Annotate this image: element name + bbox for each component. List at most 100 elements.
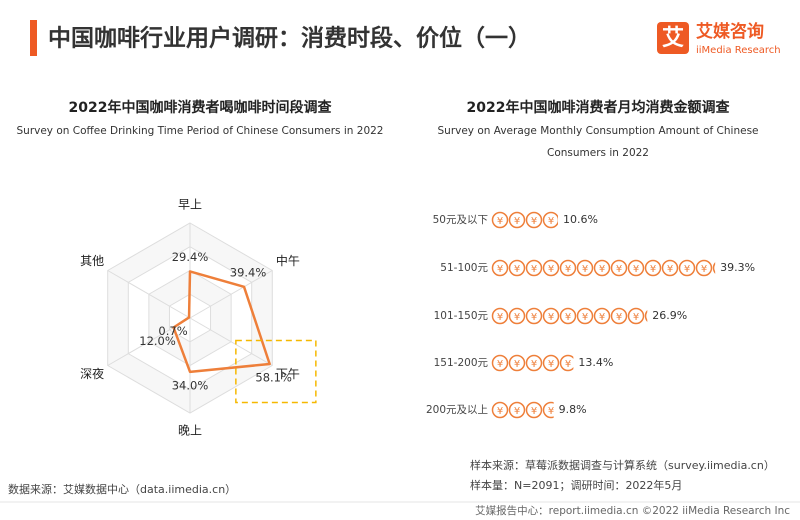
value-label: 58.1% bbox=[255, 370, 292, 384]
icon-circle bbox=[525, 401, 543, 419]
icon-circle bbox=[542, 307, 560, 325]
category-label: 51-100元 bbox=[440, 262, 488, 274]
icon-symbol: ¥ bbox=[497, 264, 503, 275]
sample-source: 样本来源：草莓派数据调查与计算系统（survey.iimedia.cn） bbox=[470, 458, 775, 472]
icon-symbol: ¥ bbox=[599, 264, 605, 275]
icon-circle bbox=[593, 259, 611, 277]
icon-symbol: ¥ bbox=[650, 264, 656, 275]
icon-symbol: ¥ bbox=[531, 359, 537, 370]
spoke bbox=[189, 270, 273, 319]
icon-symbol: ¥ bbox=[514, 359, 520, 370]
icon-circle bbox=[508, 259, 526, 277]
logo-box bbox=[657, 22, 689, 54]
axis-label: 早上 bbox=[178, 198, 202, 212]
value-label: 12.0% bbox=[139, 334, 176, 348]
pictorial-bar: ¥¥¥¥¥¥¥¥¥¥ bbox=[491, 307, 648, 325]
chart-title: 2022年中国咖啡消费者喝咖啡时间段调查 bbox=[69, 99, 333, 116]
category-label: 200元及以上 bbox=[426, 404, 488, 416]
icon-symbol: ¥ bbox=[497, 216, 503, 227]
radar-line bbox=[172, 270, 271, 374]
axis-label: 晚上 bbox=[178, 424, 202, 438]
icon-symbol: ¥ bbox=[565, 359, 571, 370]
value-label: 13.4% bbox=[578, 356, 613, 369]
data-source: 数据来源：艾媒数据中心（data.iimedia.cn） bbox=[8, 482, 236, 496]
spoke bbox=[107, 270, 191, 319]
icon-symbol: ¥ bbox=[548, 264, 554, 275]
icon-circle bbox=[542, 354, 560, 372]
page-title: 中国咖啡行业用户调研：消费时段、价位（一） bbox=[48, 25, 531, 52]
icon-symbol: ¥ bbox=[514, 312, 520, 323]
icon-symbol: ¥ bbox=[531, 406, 537, 417]
category-label: 151-200元 bbox=[434, 357, 489, 369]
icon-circle bbox=[695, 259, 713, 277]
icon-circle bbox=[712, 262, 716, 274]
icon-symbol: ¥ bbox=[548, 406, 554, 417]
icon-circle bbox=[508, 401, 526, 419]
pictorial-bar: ¥ ¥ ¥ ¥ bbox=[491, 401, 554, 419]
value-label: 9.8% bbox=[559, 403, 587, 416]
value-label: 39.4% bbox=[230, 265, 267, 279]
pictorial-bar: ¥ ¥ ¥ ¥ bbox=[491, 211, 559, 229]
axis-label: 下午 bbox=[276, 367, 300, 381]
icon-circle bbox=[644, 310, 648, 322]
icon-symbol: ¥ bbox=[616, 312, 622, 323]
icon-symbol: ¥ bbox=[633, 264, 639, 275]
icon-symbol: ¥ bbox=[616, 264, 622, 275]
icon-circle bbox=[542, 401, 554, 419]
value-label: 26.9% bbox=[652, 309, 687, 322]
highlight-box bbox=[235, 339, 317, 404]
icon-circle bbox=[559, 259, 577, 277]
icon-circle bbox=[491, 211, 509, 229]
icon-circle bbox=[627, 259, 645, 277]
icon-symbol: ¥ bbox=[548, 359, 554, 370]
icon-symbol: ¥ bbox=[667, 264, 673, 275]
icon-symbol: ¥ bbox=[582, 312, 588, 323]
pictorial-bar: ¥¥¥¥¥¥¥¥¥¥¥¥¥¥ bbox=[491, 259, 716, 277]
axis-label: 深夜 bbox=[80, 366, 104, 381]
icon-symbol: ¥ bbox=[514, 264, 520, 275]
chart-subtitle: Survey on Coffee Drinking Time Period of… bbox=[17, 125, 384, 137]
icon-circle bbox=[661, 259, 679, 277]
sample-size: 样本量：N=2091；调研时间：2022年5月 bbox=[470, 478, 682, 492]
icon-symbol: ¥ bbox=[531, 264, 537, 275]
icon-symbol: ¥ bbox=[497, 359, 503, 370]
icon-symbol: ¥ bbox=[514, 216, 520, 227]
icon-circle bbox=[525, 354, 543, 372]
icon-symbol: ¥ bbox=[548, 216, 554, 227]
value-label: 34.0% bbox=[172, 378, 209, 392]
icon-symbol: ¥ bbox=[531, 312, 537, 323]
logo-cn: 艾媒咨询 bbox=[696, 21, 764, 42]
icon-circle bbox=[576, 307, 594, 325]
icon-circle bbox=[644, 259, 662, 277]
chart-title: 2022年中国咖啡消费者月均消费金额调查 bbox=[467, 99, 731, 116]
icon-symbol: ¥ bbox=[684, 264, 690, 275]
icon-circle bbox=[508, 211, 526, 229]
icon-circle bbox=[525, 211, 543, 229]
icon-symbol: ¥ bbox=[582, 264, 588, 275]
icon-symbol: ¥ bbox=[497, 312, 503, 323]
icon-circle bbox=[525, 259, 543, 277]
icon-circle bbox=[593, 307, 611, 325]
title-accent bbox=[30, 20, 37, 56]
icon-circle bbox=[508, 354, 526, 372]
icon-symbol: ¥ bbox=[531, 216, 537, 227]
icon-symbol: ¥ bbox=[497, 406, 503, 417]
icon-circle bbox=[491, 259, 509, 277]
icon-circle bbox=[627, 307, 645, 325]
icon-circle bbox=[542, 211, 559, 229]
icon-circle bbox=[491, 307, 509, 325]
icon-circle bbox=[678, 259, 696, 277]
icon-symbol: ¥ bbox=[701, 264, 707, 275]
axis-label: 其他 bbox=[80, 254, 104, 268]
icon-circle bbox=[610, 259, 628, 277]
logo-icon: 艾 bbox=[662, 26, 684, 51]
pictorial-bar: ¥ ¥ ¥ ¥ ¥ bbox=[491, 354, 574, 372]
icon-symbol: ¥ bbox=[599, 312, 605, 323]
report-footer: 艾媒报告中心：report.iimedia.cn ©2022 iiMedia R… bbox=[475, 504, 790, 517]
icon-symbol: ¥ bbox=[514, 406, 520, 417]
value-label: 39.3% bbox=[720, 261, 755, 274]
icon-symbol: ¥ bbox=[565, 264, 571, 275]
icon-circle bbox=[491, 401, 509, 419]
